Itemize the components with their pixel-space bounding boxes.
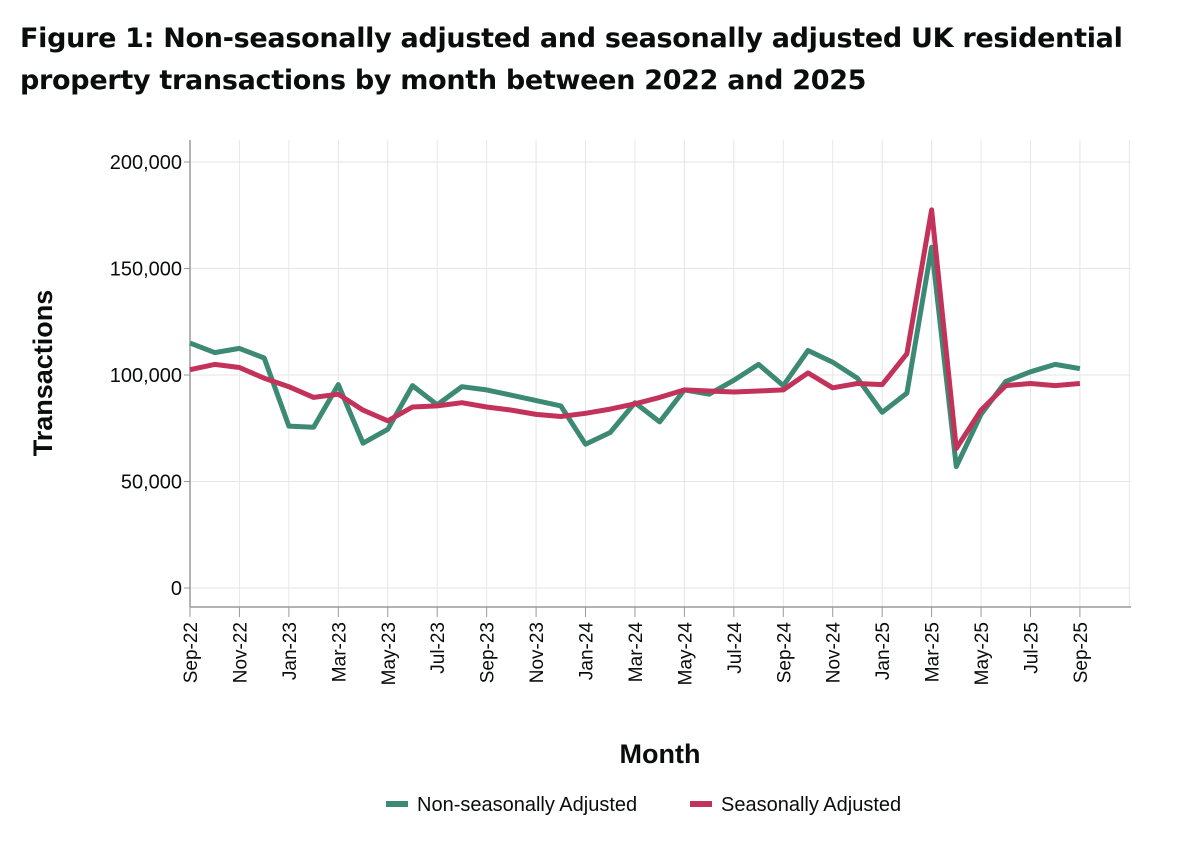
y-tick-label: 0 [171, 578, 182, 600]
series-seasonally-adjusted [189, 207, 1081, 451]
legend-label: Seasonally Adjusted [721, 794, 901, 816]
x-tick-label: May-25 [972, 622, 993, 685]
x-axis-ticks: Sep-22 Nov-22 Jan-23 Mar-23 May-23 Jul-23 Sep-… [181, 607, 1092, 685]
x-tick-label: Sep-22 [181, 622, 202, 683]
x-tick-label: Mar-25 [923, 622, 944, 682]
x-tick-label: Sep-24 [774, 622, 795, 684]
x-tick-label: Nov-23 [527, 622, 548, 683]
x-tick-label: Mar-23 [329, 622, 350, 682]
legend: Non-seasonally Adjusted Seasonally Adjust… [386, 794, 901, 816]
x-tick-label: Jan-24 [577, 622, 598, 681]
gridlines [189, 140, 1131, 607]
chart-title: Figure 1: Non-seasonally adjusted and se… [20, 23, 1123, 96]
y-tick-label: 100,000 [110, 365, 182, 387]
x-tick-label: Nov-22 [230, 622, 251, 683]
series-lines [189, 207, 1081, 470]
x-tick-label: May-24 [675, 622, 696, 686]
axes [189, 140, 1131, 608]
x-tick-label: Mar-24 [626, 622, 647, 683]
legend-label: Non-seasonally Adjusted [417, 794, 637, 816]
x-tick-label: Sep-25 [1071, 622, 1092, 683]
y-tick-label: 50,000 [121, 472, 182, 494]
x-tick-label: Jul-23 [428, 622, 449, 674]
y-tick-label: 200,000 [110, 152, 182, 174]
x-tick-label: Jul-25 [1021, 622, 1042, 674]
y-tick-label: 150,000 [110, 259, 182, 281]
x-tick-label: Jan-25 [873, 622, 894, 680]
x-tick-label: May-23 [379, 622, 400, 685]
x-tick-label: Nov-24 [824, 622, 845, 684]
x-axis-title: Month [620, 739, 701, 769]
x-tick-label: Sep-23 [478, 622, 499, 683]
x-tick-label: Jan-23 [280, 622, 301, 680]
x-tick-label: Jul-24 [725, 622, 746, 674]
series-line [189, 207, 1081, 451]
y-axis-ticks: 0 50,000 100,000 150,000 200,000 [110, 152, 190, 600]
y-axis-title: Transactions [28, 290, 58, 457]
